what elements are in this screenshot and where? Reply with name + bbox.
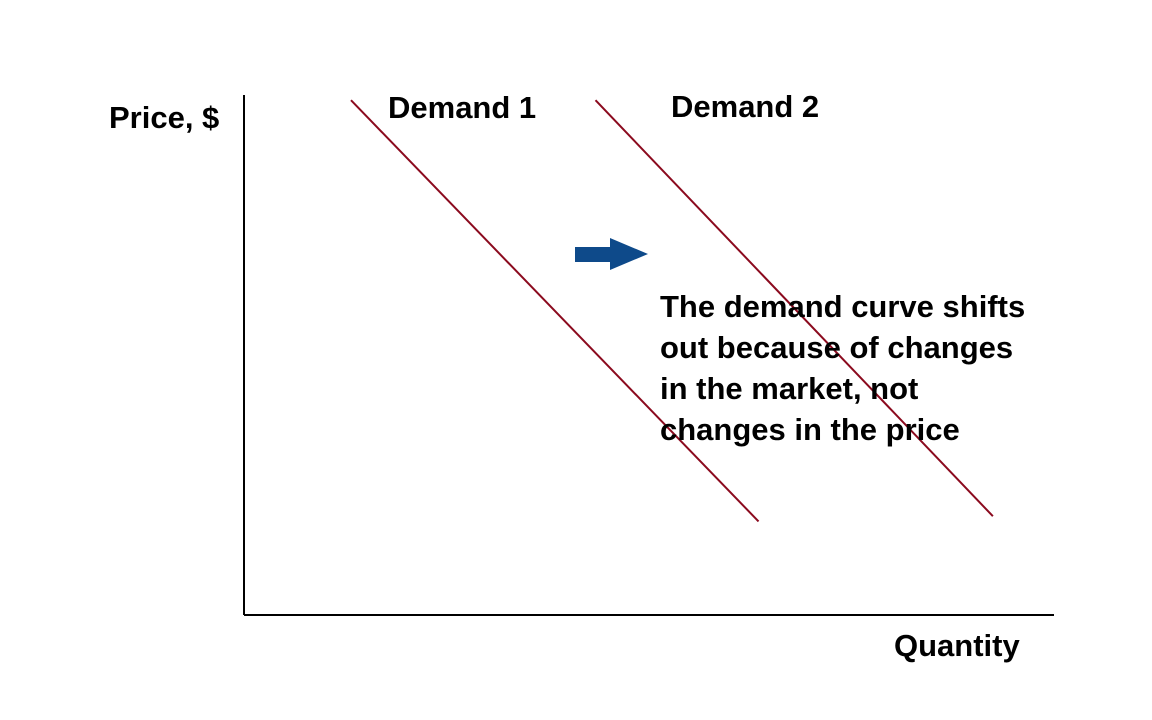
x-axis-label: Quantity [894,628,1020,663]
demand-2-label: Demand 2 [671,89,820,124]
annotation-text: The demand curve shifts out because of c… [660,289,1026,447]
demand-1-line [350,99,760,523]
y-axis-label: Price, $ [109,100,220,135]
shift-right-arrow-icon [575,238,648,270]
demand-1-label: Demand 1 [388,90,537,125]
demand-2-line [594,99,994,517]
